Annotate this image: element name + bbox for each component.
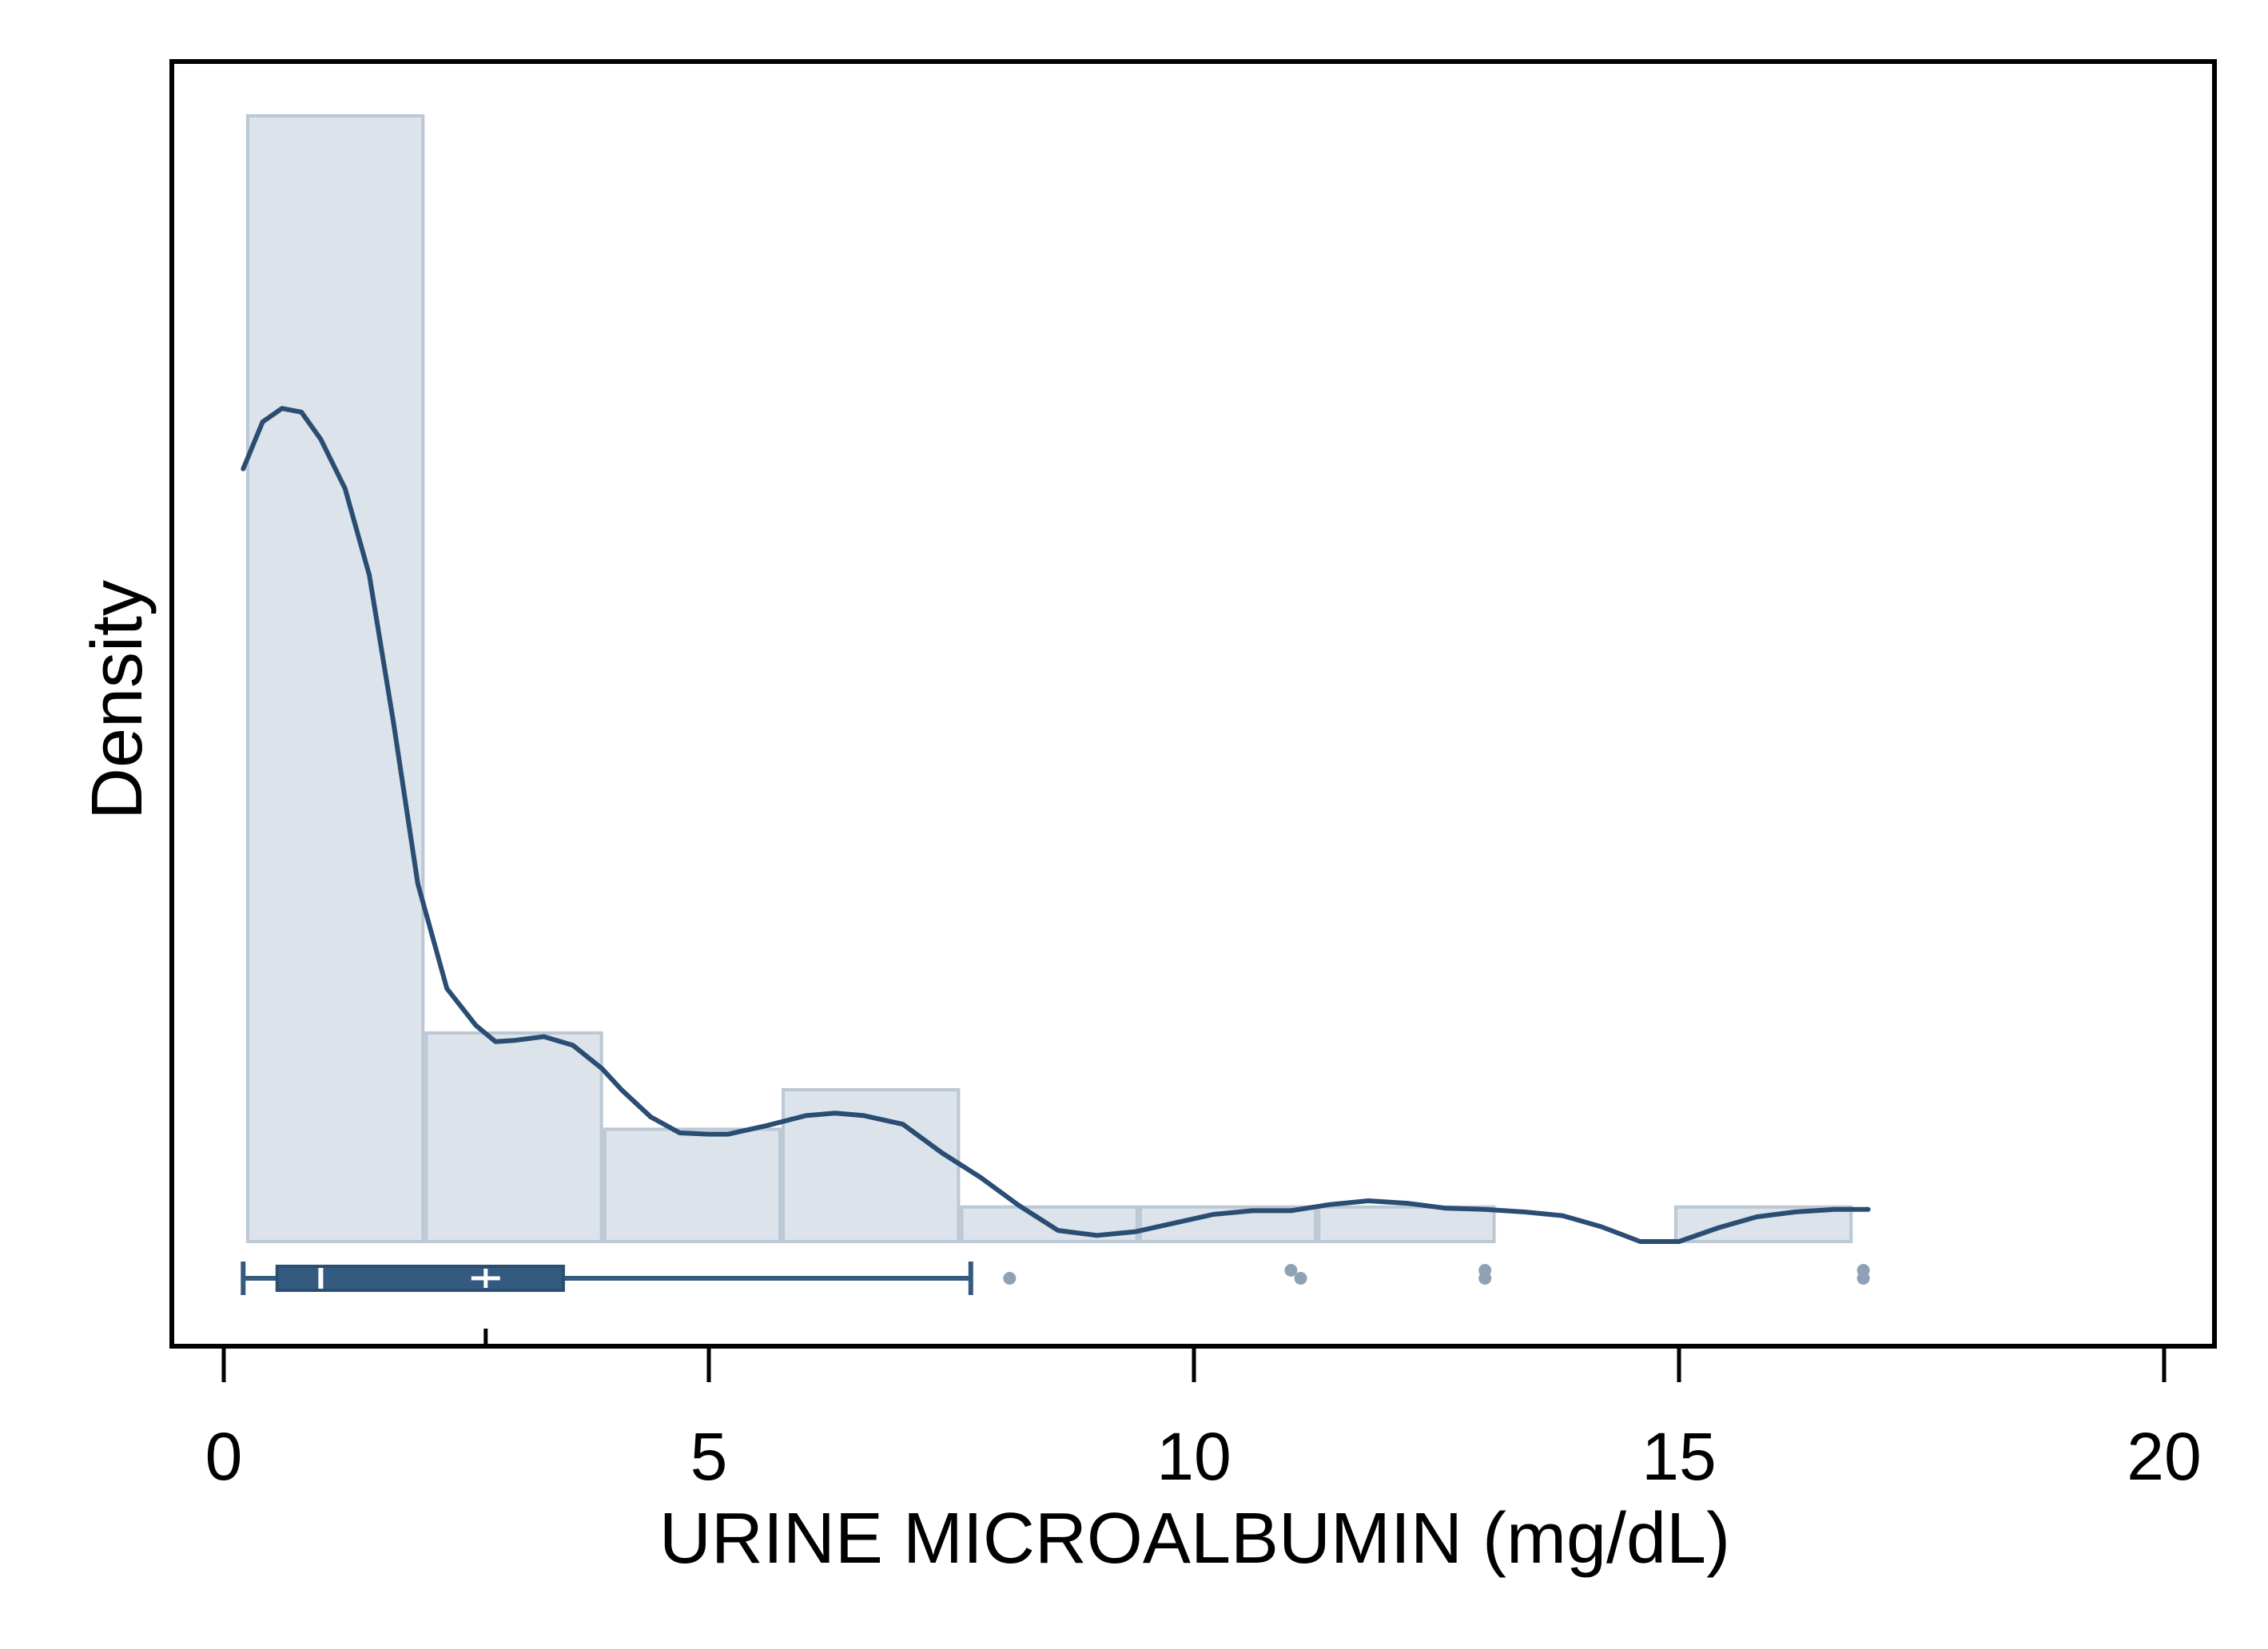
histogram-bar-7 — [1317, 1205, 1496, 1243]
histogram-bar-9 — [1673, 1205, 1853, 1243]
x-tick-label-3: 15 — [1641, 1419, 1716, 1494]
histogram-bars — [245, 114, 1853, 1244]
density-curve-line — [241, 406, 1871, 1244]
x-tick-label-2: 10 — [1156, 1419, 1231, 1494]
histogram-bar-2 — [424, 1031, 603, 1244]
x-tick-label-4: 20 — [2127, 1419, 2201, 1494]
boxplot-outlier-3 — [1294, 1272, 1307, 1285]
histogram-bar-1 — [245, 114, 425, 1243]
histogram-bar-3 — [603, 1127, 782, 1243]
boxplot-outlier-2 — [1284, 1264, 1298, 1277]
boxplot — [241, 1262, 1870, 1295]
y-axis-label: Density — [78, 580, 157, 820]
boxplot-outlier-5 — [1478, 1272, 1492, 1285]
x-tick-label-1: 5 — [690, 1419, 728, 1494]
histogram-bar-4 — [782, 1087, 961, 1243]
x-axis: 0 5 10 15 20 — [172, 1344, 2214, 1494]
boxplot-box — [275, 1265, 565, 1292]
boxplot-outlier-1 — [1003, 1272, 1017, 1285]
x-tick-label-0: 0 — [205, 1419, 243, 1494]
x-axis-label: URINE MICROALBUMIN (mg/dL) — [659, 1499, 1730, 1579]
boxplot-outlier-7 — [1856, 1272, 1870, 1285]
